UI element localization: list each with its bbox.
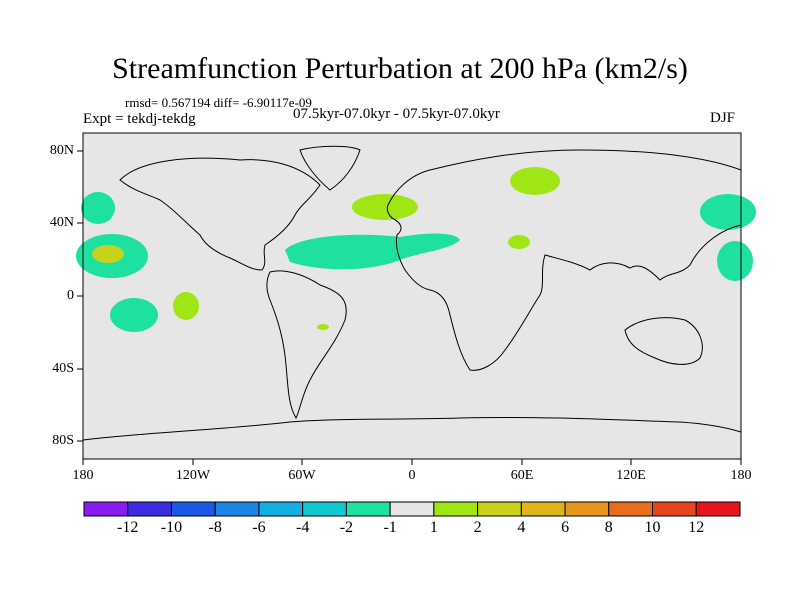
colorbar-box <box>389 501 435 517</box>
colorbar-box <box>695 501 741 517</box>
lon-label-60e: 60E <box>510 468 534 483</box>
region-pos-natlantic <box>352 194 418 220</box>
lat-label-80s: 80S <box>52 433 74 448</box>
season-label: DJF <box>710 110 736 126</box>
lon-label-60w: 60W <box>288 468 316 483</box>
colorbar-label: -12 <box>117 519 139 536</box>
axis-ticks <box>77 150 742 465</box>
region-neg-npacific-east <box>81 192 115 224</box>
region-pos-arabia <box>508 235 530 249</box>
region-neg-atlantic <box>285 233 460 270</box>
lon-label-180e: 180 <box>730 468 752 483</box>
rmsd-stats: rmsd= 0.567194 diff= -6.90117e-09 <box>125 95 312 110</box>
contour-fills <box>76 167 756 332</box>
colorbar <box>83 501 741 517</box>
colorbar-label: -2 <box>339 519 354 536</box>
colorbar-box <box>608 501 654 517</box>
experiment-label: Expt = tekdj-tekdg <box>83 111 196 127</box>
colorbar-box <box>83 501 129 517</box>
colorbar-label: -6 <box>252 519 266 536</box>
region-pos-hawaii <box>92 245 124 263</box>
coast-australia <box>624 317 703 365</box>
coast-north-america <box>119 157 321 271</box>
colorbar-label: 4 <box>517 519 526 536</box>
colorbar-box <box>564 501 610 517</box>
coast-africa-eurasia <box>386 149 742 371</box>
colorbar-label: -10 <box>160 519 183 536</box>
colorbar-label: 2 <box>473 519 482 536</box>
lat-label-40n: 40N <box>49 215 74 230</box>
colorbar-box <box>302 501 347 517</box>
colorbar-label: 10 <box>644 519 661 536</box>
colorbar-box <box>433 501 479 517</box>
coast-south-america <box>266 270 347 420</box>
lat-label-0: 0 <box>67 288 74 303</box>
colorbar-box <box>214 501 260 517</box>
region-pos-scandinavia <box>510 167 560 195</box>
lon-label-180w: 180 <box>72 468 94 483</box>
figure-title: Streamfunction Perturbation at 200 hPa (… <box>112 52 688 85</box>
colorbar-label: -8 <box>208 519 222 536</box>
lat-label-40s: 40S <box>52 361 74 376</box>
colorbar-box <box>170 501 216 517</box>
colorbar-box <box>127 501 172 517</box>
coastlines <box>82 145 742 441</box>
colorbar-box <box>477 501 522 517</box>
colorbar-label: -1 <box>383 519 397 536</box>
region-neg-wpacific <box>700 194 756 230</box>
lat-label-80n: 80N <box>49 143 74 158</box>
region-neg-spacific <box>110 298 158 332</box>
coast-antarctica <box>82 416 742 441</box>
region-neg-wpacific-lower <box>717 241 753 281</box>
lon-label-0: 0 <box>408 468 416 483</box>
colorbar-label: 6 <box>561 519 570 536</box>
colorbar-box <box>258 501 304 517</box>
lon-label-120w: 120W <box>175 468 211 483</box>
coast-greenland <box>299 145 361 191</box>
period-label: 07.5kyr-07.0kyr - 07.5kyr-07.0kyr <box>293 106 500 122</box>
colorbar-label: 12 <box>688 519 705 536</box>
colorbar-label: 8 <box>604 519 613 536</box>
colorbar-box <box>345 501 391 517</box>
region-pos-samerica <box>317 324 329 330</box>
colorbar-box <box>520 501 566 517</box>
colorbar-box <box>652 501 697 517</box>
colorbar-label: 1 <box>429 519 438 536</box>
region-pos-spacific <box>173 292 199 320</box>
lon-label-120e: 120E <box>616 468 646 483</box>
colorbar-label: -4 <box>295 519 310 536</box>
